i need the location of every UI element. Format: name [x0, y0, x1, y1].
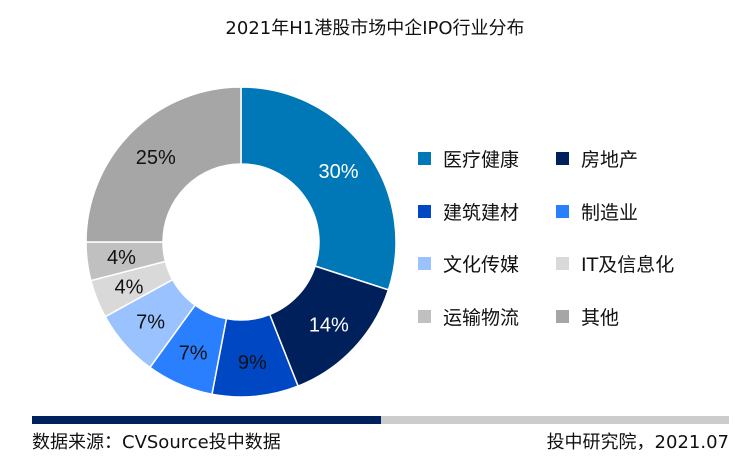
- data-label: 7%: [136, 312, 165, 334]
- legend-item: IT及信息化: [556, 250, 674, 277]
- legend-item: 运输物流: [418, 303, 519, 330]
- data-label: 25%: [136, 147, 176, 169]
- legend-swatch: [556, 152, 569, 165]
- legend-label: 制造业: [581, 201, 639, 224]
- data-label: 4%: [107, 247, 136, 269]
- legend-swatch: [418, 152, 431, 165]
- legend-swatch: [556, 204, 569, 218]
- slice-0: [240, 86, 397, 291]
- legend-label: 文化传媒: [443, 254, 520, 276]
- legend-swatch: [418, 257, 431, 270]
- slice-7: [85, 86, 242, 243]
- data-label: 4%: [115, 276, 144, 298]
- legend-swatch: [418, 309, 431, 323]
- footer-bar-dark: [32, 416, 381, 424]
- legend-swatch: [556, 309, 569, 323]
- legend-label: 运输物流: [443, 306, 520, 329]
- legend-label: 医疗健康: [443, 149, 520, 171]
- data-label: 7%: [179, 343, 208, 365]
- credit-note: 投中研究院，2021.07: [546, 432, 729, 453]
- legend-item: 其他: [556, 303, 619, 330]
- data-label: 14%: [309, 314, 349, 336]
- legend-item: 建筑建材: [418, 198, 519, 225]
- legend-item: 制造业: [556, 198, 638, 225]
- legend-item: 房地产: [556, 145, 638, 172]
- legend-label: IT及信息化: [581, 254, 675, 276]
- data-label: 30%: [318, 161, 358, 183]
- legend-item: 文化传媒: [418, 250, 519, 277]
- legend-swatch: [418, 204, 431, 218]
- data-label: 9%: [238, 352, 267, 374]
- legend-swatch: [556, 257, 569, 270]
- legend-label: 建筑建材: [443, 201, 520, 224]
- legend-label: 房地产: [581, 149, 639, 171]
- chart-title: 2021年H1港股市场中企IPO行业分布: [225, 18, 525, 39]
- legend-item: 医疗健康: [418, 145, 519, 172]
- source-note: 数据来源：CVSource投中数据: [32, 432, 281, 453]
- legend-label: 其他: [581, 306, 620, 329]
- footer-bar-gray: [381, 416, 729, 424]
